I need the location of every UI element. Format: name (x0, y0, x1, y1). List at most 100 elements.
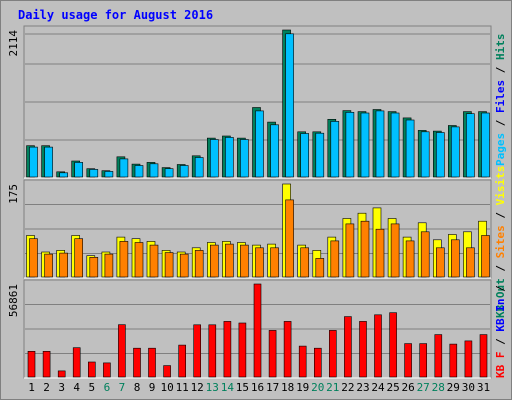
bar-sites-30 (466, 247, 475, 278)
x-axis-labels: 1 2 3 4 5 6 7 8 9 10 11 12 13 14 15 16 17 18 19 20 21 22 23 24 2… (28, 381, 490, 394)
bar-kbf-8 (133, 347, 141, 378)
bar-pages-31 (481, 112, 490, 178)
bar-pages-13 (210, 139, 219, 178)
x-tick-label: 19 (296, 381, 309, 394)
chart-title: Daily usage for August 2016 (18, 8, 213, 22)
x-tick-label: 18 (281, 381, 294, 394)
bar-sites-20 (315, 258, 325, 278)
bar-pages-4 (74, 162, 83, 178)
bar-kbf-17 (268, 330, 277, 378)
x-tick-label: 8 (134, 381, 141, 394)
bar-kbf-9 (148, 347, 156, 378)
bar-pages-21 (330, 121, 340, 178)
bar-sites-14 (225, 243, 234, 278)
x-tick-label: 30 (462, 381, 475, 394)
x-tick-label: 12 (191, 381, 204, 394)
bar-pages-27 (420, 131, 430, 178)
x-tick-label: 6 (104, 381, 111, 394)
legend-visits: Visits (494, 166, 507, 206)
legend-top: Pages / Files / Hits (494, 34, 507, 167)
bar-kbf-20 (313, 347, 322, 378)
x-tick-label: 4 (73, 381, 80, 394)
bar-kbf-12 (193, 324, 201, 378)
bar-pages-2 (44, 146, 53, 178)
legend-sep: / (494, 205, 507, 225)
bar-pages-6 (104, 171, 114, 178)
x-tick-label: 11 (176, 381, 189, 394)
bar-pages-23 (360, 112, 370, 178)
bar-pages-19 (300, 133, 310, 178)
bar-sites-28 (435, 247, 445, 278)
bar-sites-13 (210, 244, 219, 278)
bar-sites-26 (405, 240, 415, 278)
legend-files: Files (494, 80, 507, 113)
bar-kbf-27 (419, 343, 428, 378)
x-tick-label: 7 (119, 381, 126, 394)
panel-top-ymax-label: 2114 (7, 30, 20, 57)
bar-pages-7 (119, 158, 129, 178)
panel-top-bars (26, 29, 490, 178)
bar-kbf-18 (283, 321, 292, 378)
panel-top: 2114 (7, 25, 492, 179)
bar-sites-3 (59, 252, 69, 278)
panel-bottom-bars (27, 283, 488, 378)
bar-sites-23 (360, 220, 370, 278)
x-tick-label: 15 (236, 381, 249, 394)
bar-pages-3 (59, 172, 69, 178)
x-tick-label: 26 (401, 381, 414, 394)
bar-kbf-13 (208, 324, 217, 378)
bar-pages-5 (89, 169, 99, 178)
bar-sites-10 (164, 252, 174, 278)
bar-sites-4 (74, 238, 83, 278)
legend-pages: Pages (494, 133, 507, 166)
x-tick-label: 25 (386, 381, 399, 394)
bar-kbf-25 (389, 312, 397, 378)
x-tick-label: 3 (58, 381, 65, 394)
panel-middle-bars (26, 183, 490, 278)
bar-sites-9 (149, 244, 159, 278)
bar-pages-26 (405, 119, 415, 178)
bar-pages-22 (345, 112, 355, 178)
bar-kbf-23 (359, 321, 367, 378)
bar-sites-16 (255, 247, 264, 278)
bar-pages-1 (29, 146, 38, 178)
bar-kbf-5 (88, 361, 96, 378)
bar-pages-15 (240, 139, 249, 178)
bar-kbf-24 (374, 314, 382, 378)
chart-panels: 2114 175 56861 (7, 25, 492, 379)
panel-middle-ymax-label: 175 (7, 184, 20, 204)
x-tick-label: 1 (28, 381, 35, 394)
bar-sites-5 (89, 256, 99, 278)
bar-pages-28 (435, 132, 445, 178)
bar-kbf-29 (449, 343, 458, 378)
x-tick-label: 23 (356, 381, 369, 394)
panel-bottom: 56861 (7, 279, 492, 379)
bar-kbf-31 (479, 334, 488, 378)
legend-kbout: KB Out (494, 278, 507, 318)
legend-kbf: KB F (494, 352, 507, 379)
bar-kbf-22 (344, 316, 352, 378)
legend-bottom: KB F / KB In / (494, 285, 507, 378)
bar-kbf-10 (163, 365, 171, 378)
bar-sites-29 (450, 239, 460, 278)
bar-sites-18 (285, 199, 294, 278)
x-tick-label: 24 (371, 381, 385, 394)
bar-sites-12 (194, 250, 204, 278)
legend-sep: / (494, 332, 507, 352)
legend-sep: / (494, 258, 507, 278)
x-tick-label: 9 (149, 381, 156, 394)
bar-pages-12 (194, 157, 204, 178)
bar-kbf-3 (57, 370, 66, 378)
bar-pages-20 (315, 132, 325, 178)
bar-sites-24 (375, 228, 385, 278)
bar-sites-7 (119, 241, 129, 278)
bar-kbf-4 (72, 347, 81, 378)
x-tick-label: 21 (326, 381, 339, 394)
bar-pages-10 (164, 168, 174, 178)
bar-pages-9 (149, 163, 159, 178)
legend-hits: Hits (494, 34, 507, 61)
bar-sites-21 (330, 240, 340, 278)
bar-sites-8 (134, 242, 144, 278)
legend-sep: / (494, 60, 507, 80)
